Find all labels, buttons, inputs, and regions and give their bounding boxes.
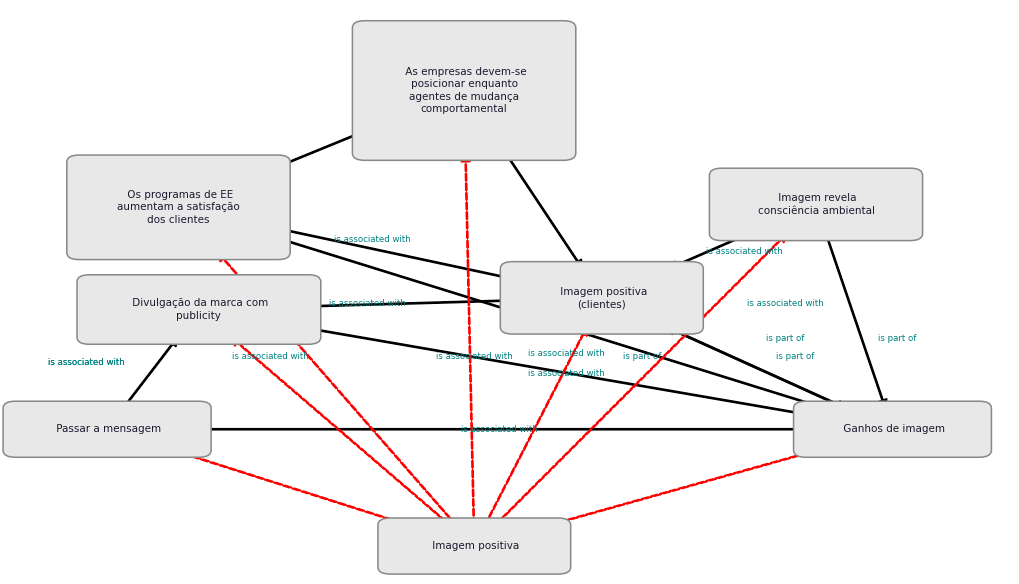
FancyArrowPatch shape (461, 154, 474, 525)
FancyBboxPatch shape (793, 401, 990, 457)
FancyArrowPatch shape (665, 326, 845, 409)
FancyBboxPatch shape (67, 155, 289, 260)
FancyArrowPatch shape (173, 449, 408, 526)
FancyArrowPatch shape (308, 326, 805, 415)
Text: Passar a mensagem: Passar a mensagem (53, 424, 161, 434)
Text: is associated with: is associated with (527, 369, 604, 378)
Text: Imagem positiva
(clientes): Imagem positiva (clientes) (556, 287, 646, 309)
Text: is associated with: is associated with (435, 352, 513, 361)
Text: is associated with: is associated with (746, 299, 823, 308)
FancyBboxPatch shape (378, 518, 571, 574)
Text: is associated with: is associated with (328, 299, 406, 308)
FancyArrowPatch shape (199, 425, 805, 433)
FancyBboxPatch shape (77, 275, 320, 345)
FancyBboxPatch shape (3, 401, 211, 457)
FancyArrowPatch shape (549, 449, 816, 526)
FancyArrowPatch shape (277, 226, 513, 279)
FancyArrowPatch shape (494, 234, 786, 526)
FancyArrowPatch shape (218, 252, 455, 525)
Text: is associated with: is associated with (48, 357, 125, 367)
Text: As empresas devem-se
posicionar enquanto
agentes de mudança
comportamental: As empresas devem-se posicionar enquanto… (401, 67, 526, 114)
Text: Imagem positiva: Imagem positiva (429, 541, 519, 551)
FancyArrowPatch shape (231, 338, 449, 526)
Text: Os programas de EE
aumentam a satisfação
dos clientes: Os programas de EE aumentam a satisfação… (117, 190, 239, 225)
Text: is associated with: is associated with (527, 349, 604, 358)
FancyArrowPatch shape (277, 131, 365, 168)
FancyArrowPatch shape (484, 327, 586, 525)
FancyArrowPatch shape (505, 153, 582, 269)
FancyArrowPatch shape (668, 233, 749, 269)
Text: is associated with: is associated with (333, 235, 411, 244)
Text: Divulgação da marca com
publicity: Divulgação da marca com publicity (129, 298, 268, 321)
Text: is part of: is part of (877, 334, 916, 343)
FancyBboxPatch shape (709, 168, 922, 241)
Text: is associated with: is associated with (231, 352, 309, 361)
Text: is associated with: is associated with (705, 246, 783, 256)
FancyArrowPatch shape (665, 326, 846, 409)
FancyArrowPatch shape (277, 237, 824, 409)
Text: is part of: is part of (623, 352, 661, 361)
Text: is part of: is part of (775, 352, 814, 361)
Text: is associated with: is associated with (48, 357, 125, 367)
Text: is associated with: is associated with (461, 425, 538, 434)
Text: Imagem revela
consciência ambiental: Imagem revela consciência ambiental (757, 193, 873, 215)
FancyArrowPatch shape (122, 338, 177, 408)
FancyArrowPatch shape (824, 234, 886, 408)
Text: Ganhos de imagem: Ganhos de imagem (840, 424, 944, 434)
FancyArrowPatch shape (308, 300, 513, 310)
FancyBboxPatch shape (353, 21, 576, 161)
FancyBboxPatch shape (499, 262, 703, 334)
Text: is part of: is part of (765, 334, 804, 343)
